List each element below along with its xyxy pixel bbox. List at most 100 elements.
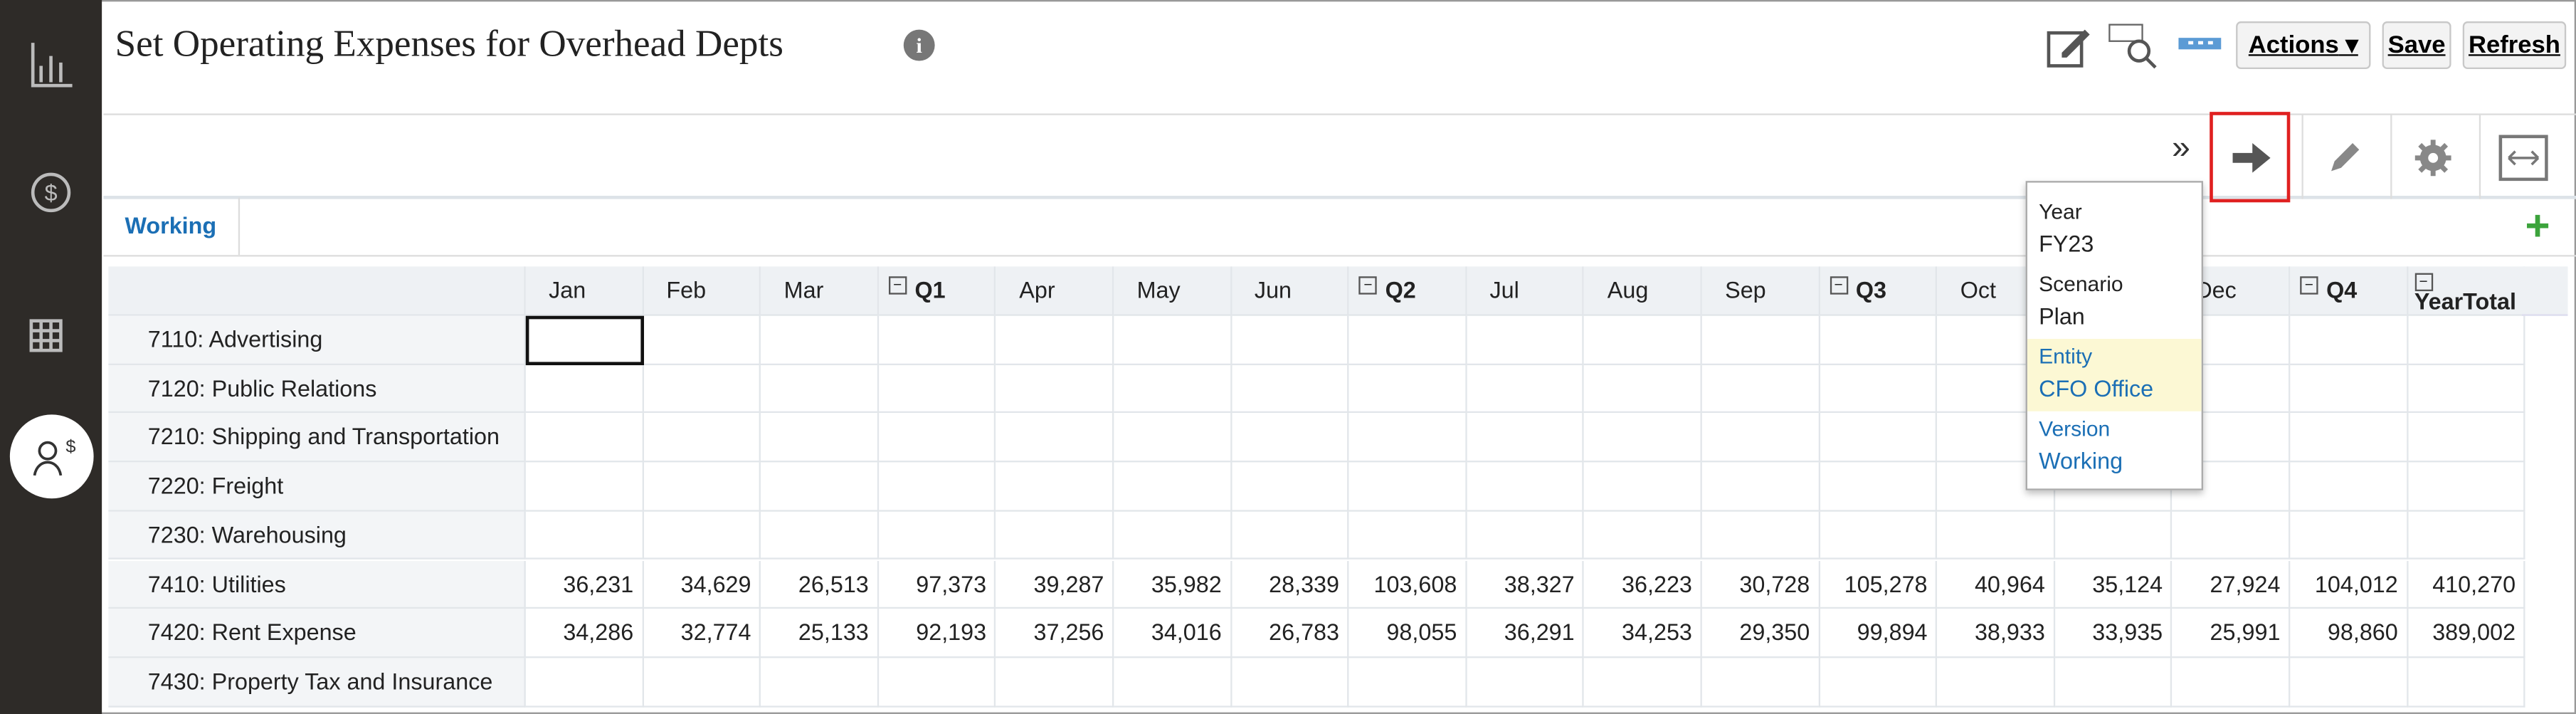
data-cell[interactable] xyxy=(2054,658,2173,707)
data-cell[interactable] xyxy=(2290,511,2408,560)
data-cell[interactable] xyxy=(761,462,879,512)
data-cell[interactable] xyxy=(2407,413,2525,463)
data-cell[interactable] xyxy=(525,315,644,365)
data-cell[interactable] xyxy=(1584,364,1702,414)
data-cell[interactable] xyxy=(1231,511,1349,560)
data-cell[interactable] xyxy=(878,364,996,414)
data-cell[interactable] xyxy=(1348,315,1467,365)
data-cell[interactable] xyxy=(1584,658,1702,707)
data-cell[interactable] xyxy=(2173,658,2291,707)
nav-icon[interactable] xyxy=(23,301,78,357)
data-cell[interactable] xyxy=(1231,364,1349,414)
data-cell[interactable]: 29,350 xyxy=(1701,609,1820,658)
collapse-icon[interactable]: − xyxy=(2414,273,2433,292)
nav-icon[interactable] xyxy=(23,36,78,93)
data-cell[interactable] xyxy=(1114,658,1232,707)
data-cell[interactable] xyxy=(2407,462,2525,512)
add-tab[interactable]: + xyxy=(2525,200,2550,251)
data-cell[interactable] xyxy=(761,413,879,463)
refresh-button[interactable]: Refresh xyxy=(2462,21,2567,70)
data-cell[interactable] xyxy=(1584,413,1702,463)
collapse-icon[interactable]: − xyxy=(1829,276,1848,295)
pov-item[interactable]: Version Working xyxy=(2027,411,2202,484)
data-cell[interactable] xyxy=(2407,658,2525,707)
pov-item[interactable]: Scenario Plan xyxy=(2027,266,2202,339)
data-cell[interactable]: 39,287 xyxy=(996,560,1114,609)
data-cell[interactable] xyxy=(761,658,879,707)
collapse-icon[interactable]: − xyxy=(2300,276,2318,295)
data-cell[interactable] xyxy=(525,658,644,707)
data-cell[interactable] xyxy=(1937,658,2055,707)
more-icon[interactable] xyxy=(2178,33,2222,56)
tab[interactable]: Working xyxy=(108,197,241,256)
pov-item[interactable]: Year FY23 xyxy=(2027,194,2202,267)
data-cell[interactable]: 25,991 xyxy=(2173,609,2291,658)
data-cell[interactable] xyxy=(878,462,996,512)
data-cell[interactable]: 35,982 xyxy=(1114,560,1232,609)
data-cell[interactable]: 389,002 xyxy=(2407,609,2525,658)
data-cell[interactable] xyxy=(643,511,761,560)
data-cell[interactable] xyxy=(1231,315,1349,365)
fit-button[interactable] xyxy=(2498,135,2548,182)
expand-icon[interactable]: » xyxy=(2172,130,2190,167)
data-cell[interactable] xyxy=(996,413,1114,463)
data-cell[interactable] xyxy=(1820,462,1938,512)
data-cell[interactable] xyxy=(2173,511,2291,560)
data-cell[interactable] xyxy=(1467,462,1585,512)
data-cell[interactable]: 27,924 xyxy=(2173,560,2291,609)
data-cell[interactable] xyxy=(643,658,761,707)
data-cell[interactable]: 98,860 xyxy=(2290,609,2408,658)
data-cell[interactable]: 34,286 xyxy=(525,609,644,658)
data-cell[interactable] xyxy=(1348,511,1467,560)
data-cell[interactable] xyxy=(2290,413,2408,463)
data-cell[interactable] xyxy=(1114,364,1232,414)
data-cell[interactable] xyxy=(1584,462,1702,512)
data-cell[interactable] xyxy=(1820,364,1938,414)
data-cell[interactable] xyxy=(1820,511,1938,560)
data-cell[interactable] xyxy=(643,462,761,512)
data-cell[interactable]: 28,339 xyxy=(1231,560,1349,609)
data-cell[interactable] xyxy=(2290,462,2408,512)
actions-button[interactable]: Actions ▾ xyxy=(2236,21,2371,70)
data-cell[interactable] xyxy=(761,511,879,560)
data-cell[interactable] xyxy=(1467,364,1585,414)
data-cell[interactable]: 34,253 xyxy=(1584,609,1702,658)
search-icon[interactable] xyxy=(2106,20,2159,69)
data-cell[interactable] xyxy=(1584,315,1702,365)
nav-icon[interactable]: $ xyxy=(23,164,78,221)
data-cell[interactable] xyxy=(2173,462,2291,512)
data-cell[interactable]: 34,016 xyxy=(1114,609,1232,658)
data-cell[interactable]: 32,774 xyxy=(643,609,761,658)
data-cell[interactable] xyxy=(996,511,1114,560)
pov-item[interactable]: Entity CFO Office xyxy=(2027,339,2202,411)
data-cell[interactable] xyxy=(2290,364,2408,414)
data-cell[interactable] xyxy=(525,413,644,463)
data-cell[interactable]: 97,373 xyxy=(878,560,996,609)
data-cell[interactable] xyxy=(1114,315,1232,365)
info-icon[interactable]: i xyxy=(903,29,935,61)
data-cell[interactable]: 35,124 xyxy=(2054,560,2173,609)
data-cell[interactable] xyxy=(2290,658,2408,707)
data-cell[interactable] xyxy=(996,315,1114,365)
data-cell[interactable]: 34,629 xyxy=(643,560,761,609)
data-cell[interactable] xyxy=(996,364,1114,414)
data-cell[interactable] xyxy=(2407,511,2525,560)
data-cell[interactable] xyxy=(1701,364,1820,414)
data-cell[interactable] xyxy=(2407,315,2525,365)
data-cell[interactable] xyxy=(1467,658,1585,707)
data-cell[interactable]: 25,133 xyxy=(761,609,879,658)
data-cell[interactable] xyxy=(2173,413,2291,463)
data-cell[interactable] xyxy=(643,315,761,365)
data-cell[interactable] xyxy=(1467,511,1585,560)
data-cell[interactable] xyxy=(2173,315,2291,365)
data-cell[interactable] xyxy=(1467,413,1585,463)
collapse-icon[interactable]: − xyxy=(888,276,907,295)
data-cell[interactable] xyxy=(996,658,1114,707)
data-cell[interactable]: 33,935 xyxy=(2054,609,2173,658)
data-cell[interactable]: 103,608 xyxy=(1348,560,1467,609)
data-cell[interactable]: 37,256 xyxy=(996,609,1114,658)
data-cell[interactable] xyxy=(1701,413,1820,463)
go-button[interactable] xyxy=(2210,112,2291,203)
data-cell[interactable] xyxy=(525,364,644,414)
data-cell[interactable] xyxy=(2290,315,2408,365)
